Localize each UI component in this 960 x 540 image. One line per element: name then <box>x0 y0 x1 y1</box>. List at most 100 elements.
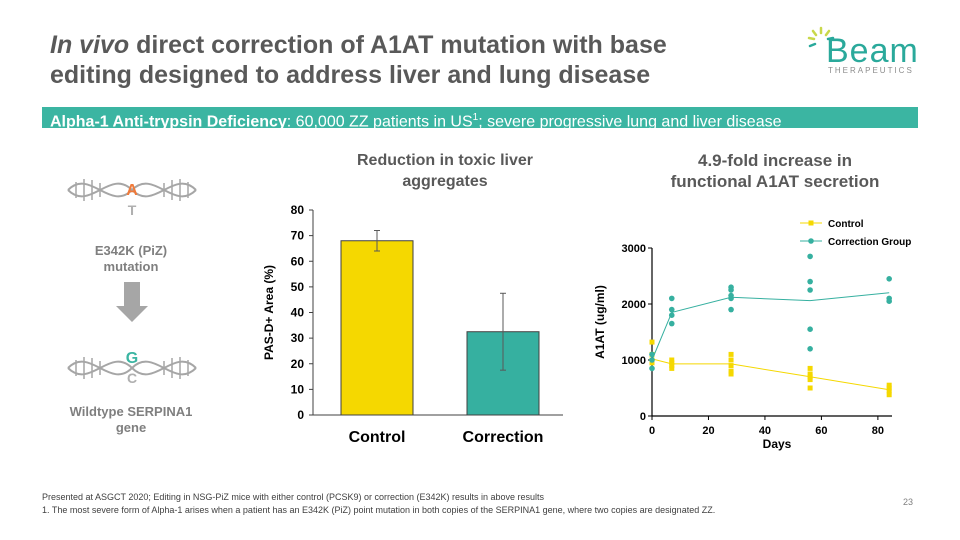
scatter-x-tick-label: 80 <box>872 425 884 437</box>
legend-marker-correction-group <box>808 238 814 244</box>
mutation-label: E342K (PiZ) mutation <box>61 243 201 275</box>
point-correction-group <box>886 276 892 282</box>
point-correction-group <box>649 357 655 363</box>
point-correction-group <box>728 306 734 313</box>
scatter-y-tick-label: 0 <box>640 411 646 423</box>
point-control <box>886 382 892 388</box>
mutation-label-line1: E342K (PiZ) <box>94 243 168 258</box>
banner: Alpha-1 Anti-trypsin Deficiency: 60,000 … <box>42 107 918 131</box>
scatter-chart: 0 1000 2000 3000 0 20 40 60 80 Days A1AT (ug/ml) Co… <box>593 219 911 451</box>
point-correction-group <box>649 365 655 372</box>
bar-y-tick-label: 20 <box>291 357 305 371</box>
bar-y-tick-label: 40 <box>291 306 305 320</box>
point-control <box>728 351 734 357</box>
point-correction-group <box>807 326 813 332</box>
page-number: 23 <box>903 497 914 507</box>
trend-line-correction-group <box>651 292 890 361</box>
dna-letter-t: T <box>128 202 137 218</box>
banner-sup: 1 <box>472 112 479 123</box>
point-correction-group <box>807 287 813 293</box>
bar-chart: 0 10 20 30 40 50 60 70 80 PAS-D+ Area (%) Control C… <box>262 203 563 446</box>
dna-helix-top <box>67 179 197 201</box>
page-title: In vivo direct correction of A1AT mutati… <box>50 30 750 90</box>
point-correction-group <box>807 253 813 260</box>
scatter-y-axis-label: A1AT (ug/ml) <box>593 285 607 359</box>
title-italic: In vivo <box>50 31 130 59</box>
title-rest: direct correction of A1AT mutation with … <box>129 31 667 59</box>
scatter-y-tick-label: 2000 <box>622 299 646 311</box>
point-correction-group <box>807 278 813 285</box>
point-control <box>669 365 675 371</box>
bar-chart-title-line2: aggregates <box>402 173 488 190</box>
bar-y-axis-label: PAS-D+ Area (%) <box>262 265 276 360</box>
point-correction-group <box>728 287 734 293</box>
scatter-x-tick-label: 40 <box>759 425 771 437</box>
bar-y-tick-label: 10 <box>291 382 305 396</box>
point-control <box>728 371 734 377</box>
line-chart-title: 4.9-fold increase in functional A1AT sec… <box>640 150 910 192</box>
point-control <box>886 388 892 394</box>
dna-letter-a: A <box>126 182 138 199</box>
bar-y-tick-label: 80 <box>291 203 305 217</box>
bar-y-tick-label: 60 <box>291 254 305 268</box>
dna-diagram: A T G C <box>67 179 197 386</box>
title-line2: editing designed to address liver and lu… <box>50 61 651 89</box>
bar-y-tick-label: 30 <box>291 331 305 345</box>
point-control <box>807 385 813 391</box>
scatter-x-tick-label: 0 <box>649 425 655 437</box>
point-correction-group <box>728 295 734 302</box>
legend-label-correction-group: Correction Group <box>828 237 911 248</box>
dna-letter-c: C <box>127 370 137 386</box>
bar-chart-title: Reduction in toxic liver aggregates <box>320 150 570 192</box>
bar-category-label: Correction <box>463 429 544 446</box>
scatter-y-tick-label: 1000 <box>622 355 646 367</box>
point-control <box>728 368 734 374</box>
point-control <box>669 363 675 369</box>
point-correction-group <box>668 312 675 318</box>
down-arrow-icon <box>116 282 148 322</box>
point-control <box>886 392 892 398</box>
wildtype-label: Wildtype SERPINA1 gene <box>61 404 201 436</box>
line-chart-title-line2: functional A1AT secretion <box>670 172 880 191</box>
scatter-y-tick-label: 3000 <box>622 243 646 255</box>
point-correction-group <box>807 346 813 352</box>
legend-label-control: Control <box>828 219 864 230</box>
point-control <box>669 360 675 366</box>
legend-marker-control <box>808 220 814 226</box>
point-correction-group <box>668 320 675 327</box>
scatter-x-tick-label: 60 <box>815 425 827 437</box>
dna-letter-g: G <box>126 350 138 367</box>
scatter-x-axis-label: Days <box>763 437 792 451</box>
point-control <box>807 365 813 371</box>
banner-rest: ; severe progressive lung and liver dise… <box>478 113 782 131</box>
point-correction-group <box>886 298 892 304</box>
logo-subtitle: THERAPEUTICS <box>828 66 914 75</box>
banner-text: : 60,000 ZZ patients in US <box>286 113 473 131</box>
point-control <box>807 377 813 383</box>
point-correction-group <box>668 306 675 313</box>
wildtype-label-line2: gene <box>115 420 147 435</box>
point-control <box>807 371 813 377</box>
line-chart-title-line1: 4.9-fold increase in <box>698 151 852 170</box>
trend-line-control <box>651 358 890 391</box>
logo-sunburst-icon <box>807 26 835 48</box>
point-control <box>728 357 734 363</box>
dna-helix-bottom <box>67 357 197 379</box>
footer-note: Presented at ASGCT 2020; Editing in NSG-… <box>42 492 545 502</box>
footer-footnote: 1. The most severe form of Alpha-1 arise… <box>42 505 716 515</box>
point-control <box>669 357 675 363</box>
mutation-label-line2: mutation <box>103 259 159 274</box>
bar-chart-title-line1: Reduction in toxic liver <box>356 152 534 169</box>
scatter-x-tick-label: 20 <box>702 425 714 437</box>
point-control <box>728 363 734 369</box>
bar-y-tick-label: 0 <box>297 408 304 422</box>
logo-word: Beam <box>826 32 919 70</box>
beam-logo: Beam THERAPEUTICS <box>806 22 926 82</box>
point-control <box>807 374 813 380</box>
bar-control <box>340 240 414 416</box>
bar-y-tick-label: 50 <box>291 280 305 294</box>
point-correction-group <box>649 351 655 358</box>
point-control <box>886 385 892 391</box>
point-correction-group <box>668 295 675 302</box>
bar-y-tick-label: 70 <box>291 229 305 243</box>
